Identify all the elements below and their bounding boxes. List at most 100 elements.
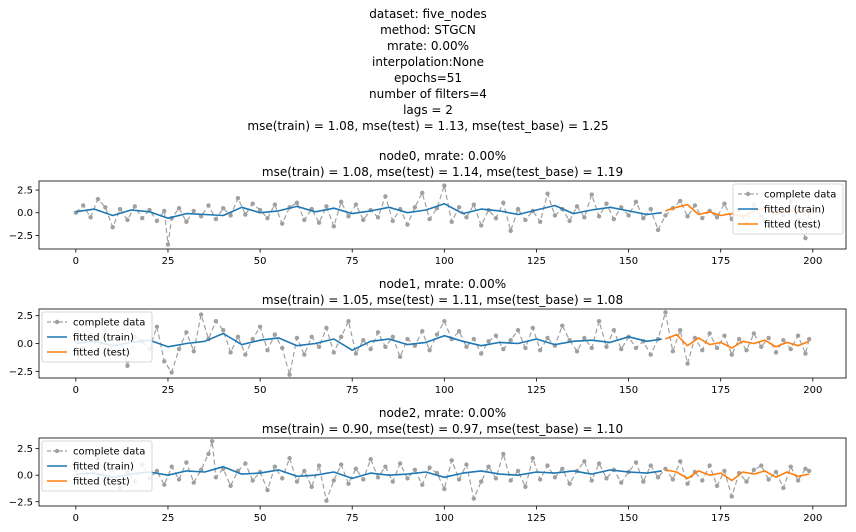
- figure-title-line: mrate: 0.00%: [386, 39, 470, 53]
- data-point: [611, 327, 617, 333]
- data-point: [206, 203, 211, 208]
- data-point: [184, 330, 189, 335]
- data-point: [139, 215, 145, 221]
- data-point: [677, 198, 683, 204]
- x-tick-label: 150: [619, 385, 638, 396]
- data-point: [663, 310, 668, 315]
- data-point: [88, 215, 93, 220]
- data-point: [795, 333, 801, 338]
- x-tick-label: 200: [803, 513, 822, 524]
- data-point: [353, 202, 359, 207]
- data-point: [464, 215, 469, 220]
- data-point: [515, 468, 521, 474]
- data-point: [670, 477, 676, 482]
- data-point: [353, 351, 359, 356]
- legend-box: [732, 183, 844, 235]
- data-point: [773, 350, 779, 355]
- x-tick-label: 175: [711, 385, 730, 396]
- data-point: [493, 333, 499, 338]
- legend-box: [41, 440, 153, 492]
- data-point: [736, 336, 742, 342]
- data-point: [611, 216, 617, 222]
- data-point: [626, 213, 631, 218]
- data-point: [265, 347, 270, 353]
- plot-area: [73, 438, 812, 503]
- x-tick-label: 125: [527, 385, 546, 396]
- data-point: [184, 219, 189, 224]
- x-tick-label: 0: [73, 385, 79, 396]
- data-point: [781, 485, 786, 491]
- data-point: [751, 467, 757, 473]
- data-point: [537, 477, 543, 482]
- data-point: [117, 206, 123, 212]
- data-point: [176, 477, 182, 482]
- data-point: [235, 334, 241, 340]
- data-point: [471, 336, 477, 342]
- subplot-subtitle: mse(train) = 1.08, mse(test) = 1.14, mse…: [262, 165, 623, 179]
- data-point: [759, 344, 764, 350]
- x-tick-label: 175: [711, 256, 730, 267]
- subplot-subtitle: mse(train) = 0.90, mse(test) = 0.97, mse…: [262, 422, 623, 436]
- data-point: [309, 484, 314, 490]
- data-point: [471, 496, 477, 501]
- data-point: [442, 486, 447, 492]
- data-point: [412, 467, 418, 473]
- legend-label: fitted (train): [73, 462, 134, 473]
- legend-label: complete data: [764, 190, 836, 201]
- data-point: [803, 466, 808, 472]
- data-point: [766, 335, 771, 341]
- x-tick-label: 125: [527, 256, 546, 267]
- data-point: [412, 205, 418, 210]
- data-point: [442, 319, 447, 324]
- data-point: [574, 349, 580, 354]
- data-point: [464, 462, 469, 467]
- data-point: [766, 477, 771, 482]
- series-line: [75, 202, 662, 219]
- data-point: [191, 208, 196, 214]
- subplot-subtitle: mse(train) = 1.05, mse(test) = 1.11, mse…: [262, 293, 623, 307]
- data-point: [464, 344, 469, 350]
- legend-label: complete data: [73, 318, 145, 329]
- legend: complete data fitted (train) fitted (test): [41, 311, 153, 363]
- data-point: [221, 206, 226, 211]
- data-point: [338, 462, 344, 467]
- data-point: [420, 482, 425, 487]
- data-point: [405, 336, 410, 342]
- data-point: [228, 213, 233, 218]
- data-point: [316, 463, 322, 468]
- x-tick-label: 25: [162, 256, 175, 267]
- data-point: [596, 319, 602, 324]
- data-point: [324, 498, 329, 503]
- data-point: [523, 484, 528, 490]
- x-tick-label: 75: [346, 256, 359, 267]
- data-point: [213, 475, 219, 480]
- data-point: [125, 363, 130, 368]
- data-point: [294, 200, 300, 205]
- data-point: [806, 336, 812, 342]
- y-tick-label: −2.5: [9, 367, 33, 378]
- data-point: [803, 235, 808, 241]
- data-point: [714, 345, 720, 351]
- data-point: [346, 481, 351, 486]
- data-point: [604, 201, 609, 206]
- data-point: [692, 203, 698, 208]
- data-point: [685, 361, 690, 366]
- data-point: [596, 214, 602, 219]
- y-tick-label: 0.0: [17, 339, 33, 350]
- data-point: [714, 215, 720, 220]
- data-point: [545, 463, 550, 468]
- data-point: [250, 336, 255, 342]
- axes-frame: [38, 437, 847, 507]
- x-tick-label: 125: [527, 513, 546, 524]
- data-point: [486, 464, 491, 469]
- data-point: [257, 207, 263, 213]
- data-point: [744, 347, 749, 353]
- data-point: [663, 213, 668, 218]
- series-line: [665, 333, 810, 349]
- data-point: [361, 217, 366, 223]
- figure-title: dataset: five_nodes method: STGCN mrate:…: [0, 6, 856, 134]
- data-point: [390, 479, 395, 484]
- data-point: [353, 466, 359, 472]
- data-point: [729, 494, 734, 499]
- figure-title-line: dataset: five_nodes: [369, 7, 487, 21]
